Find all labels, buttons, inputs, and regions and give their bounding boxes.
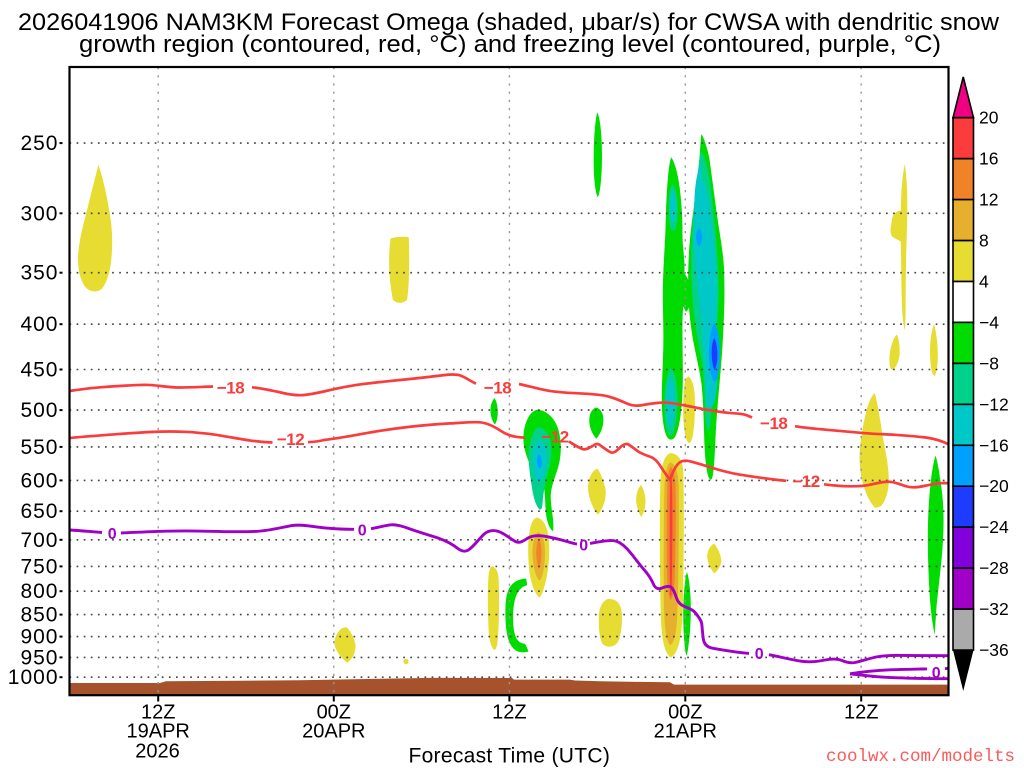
svg-text:−32: −32 (979, 599, 1009, 619)
svg-text:12Z: 12Z (492, 702, 526, 724)
svg-text:12: 12 (979, 190, 998, 210)
svg-text:12Z: 12Z (141, 702, 175, 724)
svg-text:−12: −12 (277, 430, 304, 449)
svg-text:0: 0 (755, 646, 764, 663)
svg-text:−12: −12 (792, 472, 819, 491)
svg-text:700: 700 (20, 529, 58, 552)
svg-text:800: 800 (20, 580, 58, 603)
svg-text:16: 16 (979, 149, 998, 169)
svg-text:4: 4 (979, 272, 989, 292)
svg-text:−18: −18 (217, 379, 244, 398)
svg-text:250: 250 (20, 132, 58, 155)
svg-text:21APR: 21APR (654, 720, 717, 742)
svg-text:8: 8 (979, 231, 989, 251)
svg-text:750: 750 (20, 555, 58, 578)
svg-text:0: 0 (108, 526, 117, 543)
svg-text:300: 300 (20, 202, 58, 225)
svg-text:450: 450 (20, 359, 58, 382)
svg-text:900: 900 (20, 626, 58, 649)
svg-text:−36: −36 (979, 640, 1009, 660)
svg-text:19APR: 19APR (127, 720, 190, 742)
svg-text:−12: −12 (541, 428, 568, 447)
svg-text:−4: −4 (979, 312, 999, 332)
svg-text:950: 950 (20, 646, 58, 669)
svg-text:−8: −8 (979, 353, 999, 373)
svg-text:00Z: 00Z (317, 702, 351, 724)
svg-text:850: 850 (20, 604, 58, 627)
svg-text:2026: 2026 (135, 741, 180, 763)
svg-text:00Z: 00Z (668, 702, 702, 724)
svg-text:−20: −20 (979, 476, 1009, 496)
svg-text:350: 350 (20, 262, 58, 285)
svg-text:600: 600 (20, 469, 58, 492)
svg-text:12Z: 12Z (844, 702, 878, 724)
svg-text:−28: −28 (979, 558, 1009, 578)
svg-text:550: 550 (20, 436, 58, 459)
svg-text:−24: −24 (979, 517, 1009, 537)
svg-text:0: 0 (358, 522, 367, 539)
svg-text:−12: −12 (979, 394, 1009, 414)
svg-text:500: 500 (20, 399, 58, 422)
svg-text:20APR: 20APR (302, 720, 365, 742)
svg-text:Forecast Time (UTC): Forecast Time (UTC) (408, 745, 610, 768)
svg-text:650: 650 (20, 500, 58, 523)
svg-text:−18: −18 (760, 414, 787, 433)
svg-text:−16: −16 (979, 435, 1009, 455)
svg-text:0: 0 (932, 665, 941, 682)
svg-text:2026041906 NAM3KM Forecast Ome: 2026041906 NAM3KM Forecast Omega (shaded… (18, 9, 999, 36)
svg-text:20: 20 (979, 108, 999, 128)
svg-text:coolwx.com/modelts: coolwx.com/modelts (826, 747, 1015, 767)
svg-text:1000: 1000 (8, 666, 59, 689)
svg-text:400: 400 (20, 313, 58, 336)
svg-text:0: 0 (579, 537, 588, 554)
svg-text:growth region (contoured, red,: growth region (contoured, red, °C) and f… (79, 31, 941, 58)
svg-text:−18: −18 (484, 378, 511, 397)
